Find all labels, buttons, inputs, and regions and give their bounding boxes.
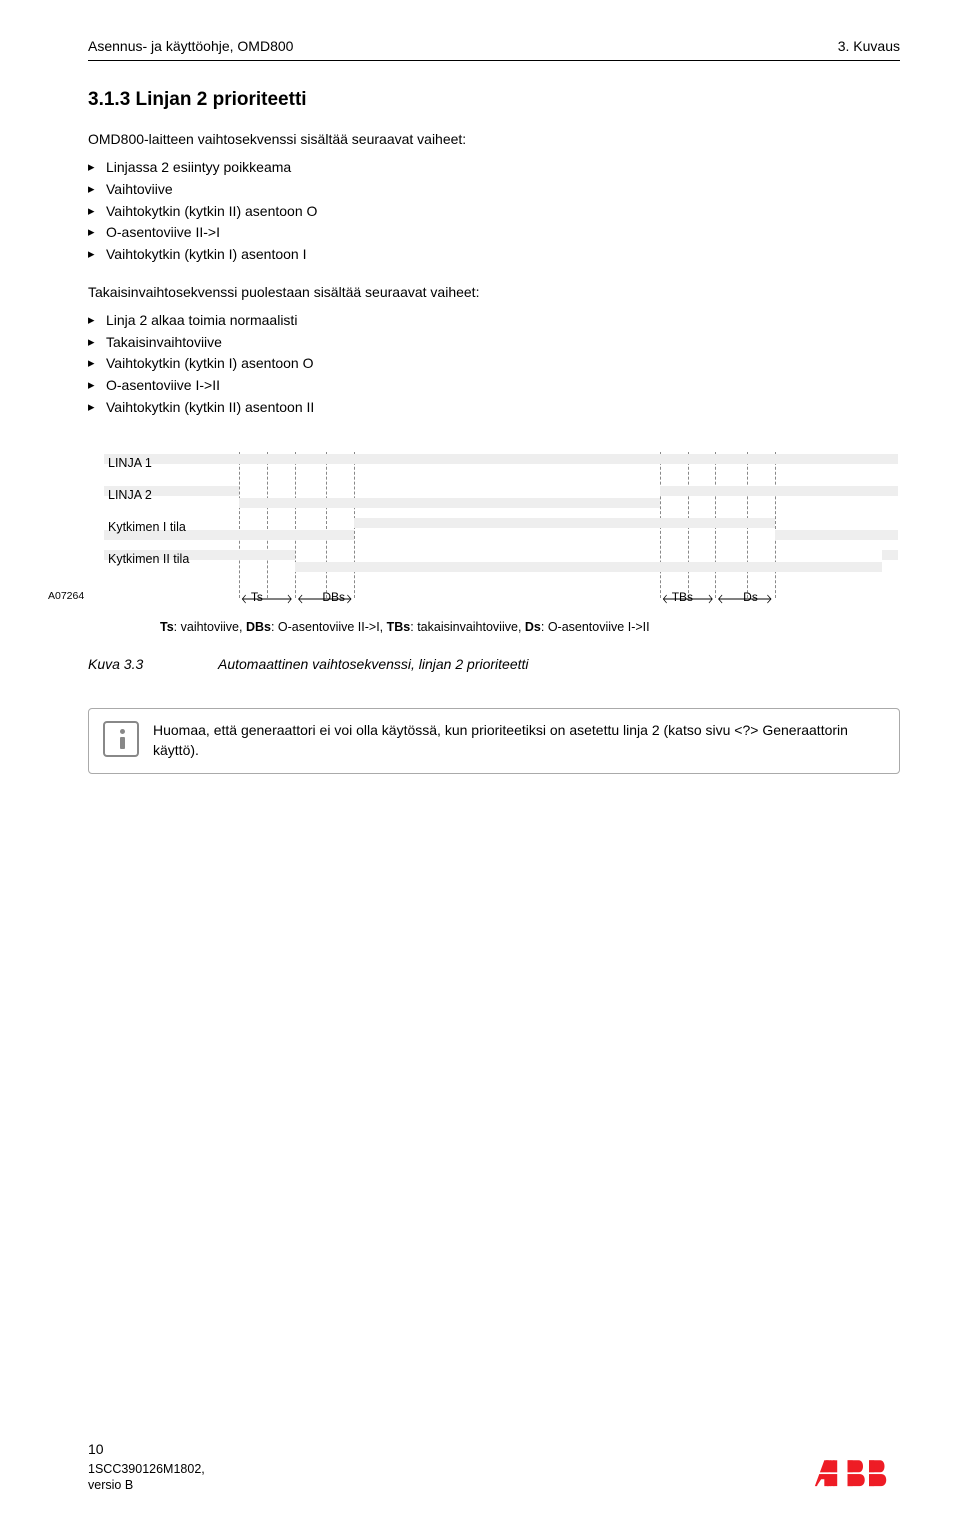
axis-arrow <box>715 594 775 595</box>
page-footer: 10 1SCC390126M1802, versio B <box>88 1441 900 1494</box>
legend-text: : vaihtoviive, <box>174 620 246 634</box>
list-item: O-asentoviive I->II <box>88 375 900 397</box>
section-title: 3.1.3 Linjan 2 prioriteetti <box>88 89 900 111</box>
list-item: Vaihtoviive <box>88 179 900 201</box>
page-header: Asennus- ja käyttöohje, OMD800 3. Kuvaus <box>88 38 900 54</box>
list-item: Vaihtokytkin (kytkin I) asentoon I <box>88 244 900 266</box>
sequence-list-1: Linjassa 2 esiintyy poikkeamaVaihtoviive… <box>88 157 900 265</box>
legend-text: : O-asentoviive II->I, <box>271 620 387 634</box>
legend-key: Ts <box>160 620 174 634</box>
list-item: Vaihtokytkin (kytkin I) asentoon O <box>88 353 900 375</box>
list-item: Linjassa 2 esiintyy poikkeama <box>88 157 900 179</box>
header-rule <box>88 60 900 61</box>
chart-row: LINJA 1 <box>48 452 898 478</box>
list-item: Linja 2 alkaa toimia normaalisti <box>88 310 900 332</box>
list-item: Takaisinvaihtoviive <box>88 332 900 354</box>
page-number: 10 <box>88 1441 205 1457</box>
legend-key: Ds <box>525 620 541 634</box>
info-icon <box>103 721 139 757</box>
figure-text: Automaattinen vaihtosekvenssi, linjan 2 … <box>218 656 529 672</box>
figure-id: Kuva 3.3 <box>88 656 218 672</box>
legend-text: : O-asentoviive I->II <box>541 620 650 634</box>
chart-row: Kytkimen I tila <box>48 516 898 542</box>
axis-arrow <box>295 594 355 595</box>
chart-axis: A07264 TsDBsTBsDs <box>48 588 898 610</box>
chart-row-label: Kytkimen II tila <box>108 552 189 566</box>
info-note: Huomaa, että generaattori ei voi olla kä… <box>88 708 900 773</box>
chart-code: A07264 <box>48 590 84 602</box>
legend-text: : takaisinvaihtoviive, <box>410 620 525 634</box>
timing-chart: LINJA 1 LINJA 2 Kytkimen I tila Kytkimen II… <box>48 452 898 580</box>
sequence-list-2: Linja 2 alkaa toimia normaalistiTakaisin… <box>88 310 900 418</box>
header-left: Asennus- ja käyttöohje, OMD800 <box>88 38 293 54</box>
chart-legend: Ts: vaihtoviive, DBs: O-asentoviive II->… <box>48 620 900 634</box>
abb-logo <box>814 1456 900 1493</box>
chart-row-label: Kytkimen I tila <box>108 520 186 534</box>
chart-row: Kytkimen II tila <box>48 548 898 574</box>
chart-row-label: LINJA 2 <box>108 488 152 502</box>
axis-arrow <box>239 594 295 595</box>
axis-arrow <box>660 594 716 595</box>
doc-id-2: versio B <box>88 1477 205 1493</box>
legend-key: TBs <box>387 620 411 634</box>
figure-caption: Kuva 3.3 Automaattinen vaihtosekvenssi, … <box>88 656 900 672</box>
chart-row: LINJA 2 <box>48 484 898 510</box>
info-text: Huomaa, että generaattori ei voi olla kä… <box>153 721 885 760</box>
list-item: Vaihtokytkin (kytkin II) asentoon O <box>88 201 900 223</box>
mid-text: Takaisinvaihtosekvenssi puolestaan sisäl… <box>88 282 900 302</box>
list-item: Vaihtokytkin (kytkin II) asentoon II <box>88 397 900 419</box>
doc-id-1: 1SCC390126M1802, <box>88 1461 205 1477</box>
intro-text: OMD800-laitteen vaihtosekvenssi sisältää… <box>88 129 900 149</box>
chart-row-label: LINJA 1 <box>108 456 152 470</box>
header-right: 3. Kuvaus <box>838 38 900 54</box>
legend-key: DBs <box>246 620 271 634</box>
list-item: O-asentoviive II->I <box>88 222 900 244</box>
